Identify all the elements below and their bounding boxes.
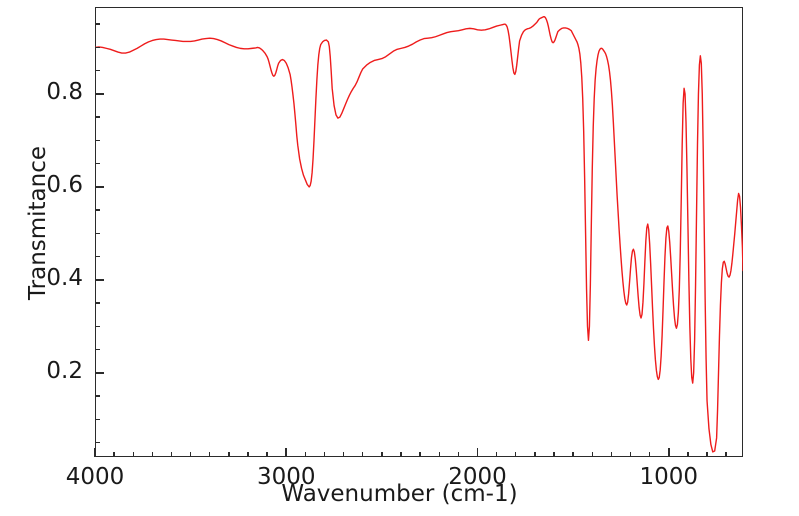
x-tick-minor bbox=[381, 452, 383, 457]
x-tick-minor bbox=[495, 452, 498, 457]
x-tick-minor bbox=[362, 452, 364, 457]
y-tick-minor bbox=[95, 162, 100, 165]
y-tick-minor bbox=[95, 209, 100, 211]
x-tick-minor bbox=[648, 452, 651, 457]
y-tick-label: 0.2 bbox=[46, 357, 83, 384]
x-tick-minor bbox=[189, 452, 192, 457]
y-tick-label: 0.8 bbox=[46, 78, 83, 105]
x-tick-minor bbox=[304, 452, 307, 457]
x-tick-label: 4000 bbox=[65, 464, 125, 490]
x-tick-minor bbox=[572, 452, 574, 457]
y-axis-title: Transmitance bbox=[25, 145, 51, 301]
x-tick-label: 3000 bbox=[256, 464, 316, 490]
x-tick-minor bbox=[629, 452, 632, 457]
x-tick-minor bbox=[170, 452, 173, 457]
x-tick-minor bbox=[151, 452, 154, 457]
x-tick-minor bbox=[687, 452, 689, 457]
x-tick-major bbox=[285, 448, 288, 457]
plot-frame bbox=[95, 7, 743, 457]
x-tick-minor bbox=[725, 452, 727, 457]
x-tick-minor bbox=[706, 452, 708, 457]
y-tick-major bbox=[95, 372, 104, 374]
x-tick-major bbox=[476, 448, 479, 457]
x-tick-minor bbox=[266, 452, 268, 457]
y-tick-minor bbox=[95, 116, 100, 118]
y-tick-label: 0.6 bbox=[46, 171, 83, 198]
x-tick-minor bbox=[247, 452, 249, 457]
x-tick-minor bbox=[132, 452, 134, 457]
y-tick-minor bbox=[95, 23, 100, 25]
x-tick-minor bbox=[457, 452, 460, 457]
y-tick-major bbox=[95, 93, 104, 95]
x-tick-minor bbox=[515, 452, 517, 457]
x-tick-minor bbox=[228, 452, 230, 457]
x-tick-minor bbox=[419, 452, 421, 457]
y-tick-minor bbox=[95, 46, 100, 49]
x-axis-title: Wavenumber (cm-1) bbox=[281, 481, 518, 507]
y-tick-minor bbox=[95, 69, 100, 72]
x-tick-label: 2000 bbox=[448, 464, 507, 490]
y-tick-minor bbox=[95, 302, 100, 304]
y-tick-minor bbox=[95, 418, 100, 420]
x-tick-minor bbox=[610, 452, 613, 457]
spectrum-line-plot bbox=[95, 16, 743, 453]
y-tick-major bbox=[95, 186, 104, 188]
y-tick-minor bbox=[95, 255, 100, 258]
x-tick-minor bbox=[400, 452, 402, 457]
spectrum-data-series bbox=[95, 16, 743, 453]
x-tick-minor bbox=[209, 452, 211, 457]
y-tick-minor bbox=[95, 325, 100, 327]
y-tick-minor bbox=[95, 139, 100, 141]
x-tick-minor bbox=[553, 452, 555, 457]
x-tick-minor bbox=[113, 452, 115, 457]
x-tick-minor bbox=[438, 452, 440, 457]
x-tick-minor bbox=[323, 452, 326, 457]
y-tick-minor bbox=[95, 441, 100, 444]
y-tick-major bbox=[95, 279, 104, 281]
x-tick-minor bbox=[534, 452, 536, 457]
y-tick-label: 0.4 bbox=[46, 264, 83, 291]
x-tick-label: 1000 bbox=[639, 464, 699, 490]
x-tick-minor bbox=[591, 452, 593, 457]
y-tick-minor bbox=[95, 348, 100, 351]
x-tick-minor bbox=[342, 452, 345, 457]
y-tick-minor bbox=[95, 232, 100, 234]
y-tick-minor bbox=[95, 395, 100, 397]
x-tick-major bbox=[94, 448, 96, 457]
x-tick-major bbox=[667, 448, 670, 457]
